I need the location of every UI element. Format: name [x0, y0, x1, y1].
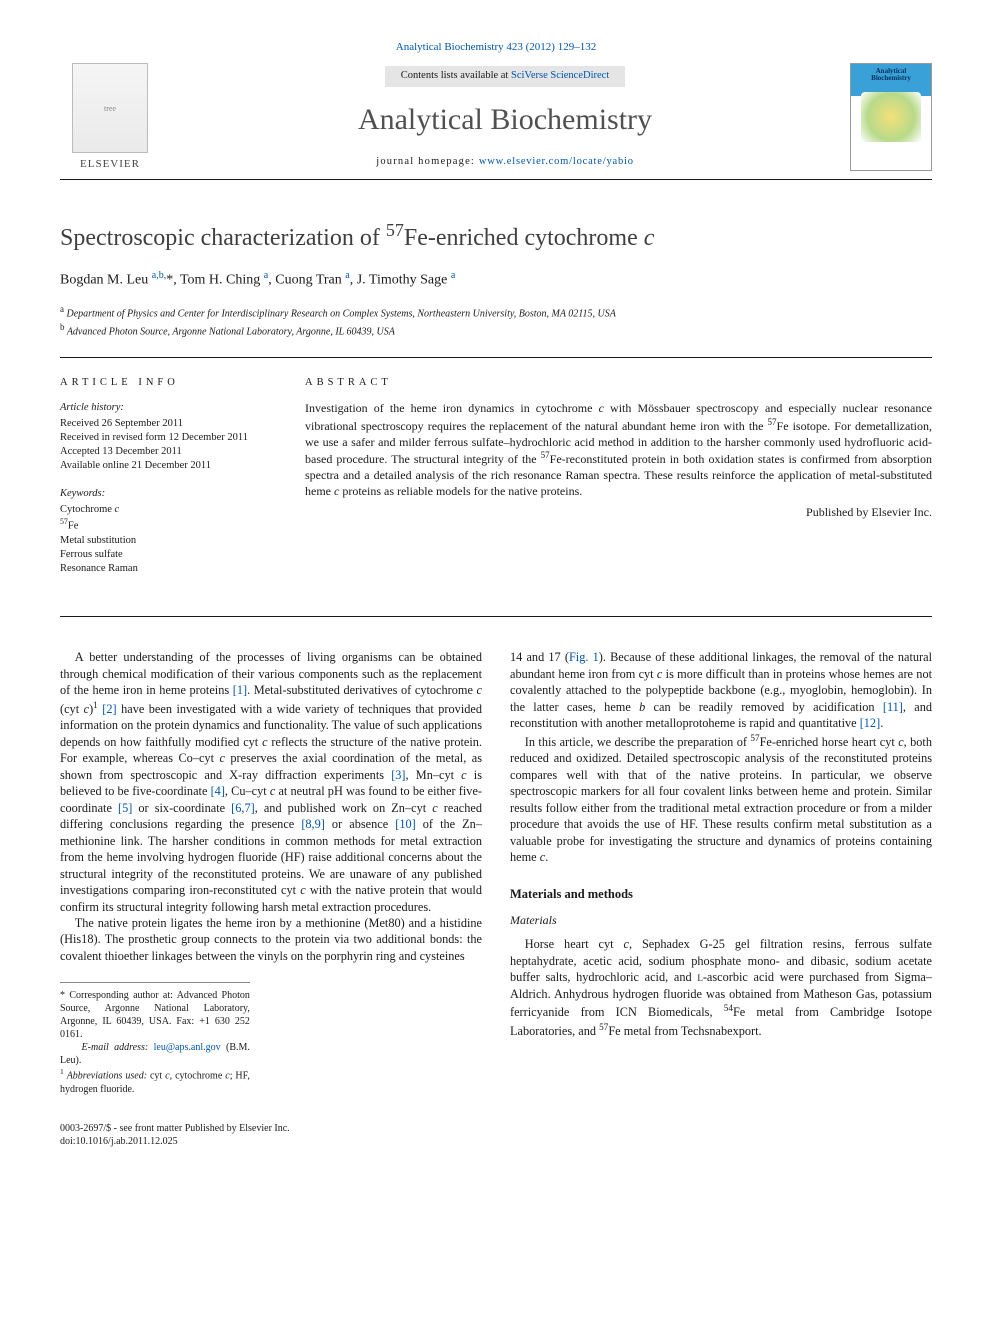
journal-homepage: journal homepage: www.elsevier.com/locat… [160, 155, 850, 170]
email-label: E-mail address: [82, 1042, 149, 1053]
history-accepted: Accepted 13 December 2011 [60, 445, 289, 459]
cover-image-icon [861, 92, 921, 142]
abstract: abstract Investigation of the heme iron … [305, 357, 932, 616]
info-abstract-row: article info Article history: Received 2… [60, 358, 932, 617]
copyright-line: 0003-2697/$ - see front matter Published… [60, 1122, 932, 1135]
email-link[interactable]: leu@aps.anl.gov [154, 1042, 221, 1053]
body-columns: A better understanding of the processes … [60, 649, 932, 1095]
elsevier-tree-icon: tree [72, 63, 148, 153]
published-by: Published by Elsevier Inc. [305, 504, 932, 521]
body-p3: 14 and 17 (Fig. 1). Because of these add… [510, 649, 932, 731]
homepage-label: journal homepage: [376, 156, 479, 167]
article-info: article info Article history: Received 2… [60, 357, 305, 616]
homepage-link[interactable]: www.elsevier.com/locate/yabio [479, 156, 634, 167]
journal-name: Analytical Biochemistry [160, 99, 850, 141]
article-history: Article history: Received 26 September 2… [60, 401, 289, 473]
keywords: Keywords: Cytochrome c 57Fe Metal substi… [60, 487, 289, 576]
materials-subheading: Materials [510, 912, 932, 928]
publisher-block: tree ELSEVIER [60, 63, 160, 172]
article-title: Spectroscopic characterization of 57Fe-e… [60, 218, 932, 256]
keyword-3: Metal substitution [60, 534, 289, 548]
abstract-heading: abstract [305, 376, 932, 391]
author-list: Bogdan M. Leu a,b,*, Tom H. Ching a, Cuo… [60, 269, 932, 290]
contents-bar: Contents lists available at SciVerse Sci… [385, 66, 625, 87]
cover-title: Analytical Biochemistry [855, 68, 927, 82]
footer: 0003-2697/$ - see front matter Published… [60, 1122, 932, 1148]
body-p5: Horse heart cyt c, Sephadex G-25 gel fil… [510, 936, 932, 1039]
corresponding-author: * Corresponding author at: Advanced Phot… [60, 989, 250, 1041]
abstract-text: Investigation of the heme iron dynamics … [305, 401, 932, 500]
keyword-1: Cytochrome c [60, 503, 289, 517]
masthead: tree ELSEVIER Contents lists available a… [60, 63, 932, 179]
affiliations: a Department of Physics and Center for I… [60, 303, 932, 359]
body-p1: A better understanding of the processes … [60, 649, 482, 915]
keywords-label: Keywords: [60, 487, 289, 502]
email-line: E-mail address: leu@aps.anl.gov (B.M. Le… [60, 1041, 250, 1067]
journal-reference-text[interactable]: Analytical Biochemistry 423 (2012) 129–1… [396, 41, 596, 53]
history-online: Available online 21 December 2011 [60, 459, 289, 473]
history-received: Received 26 September 2011 [60, 417, 289, 431]
sciencedirect-link[interactable]: SciVerse ScienceDirect [511, 70, 609, 81]
publisher-name: ELSEVIER [80, 157, 140, 172]
masthead-center: Contents lists available at SciVerse Sci… [160, 63, 850, 169]
journal-reference: Analytical Biochemistry 423 (2012) 129–1… [60, 40, 932, 55]
keyword-4: Ferrous sulfate [60, 548, 289, 562]
keyword-2: 57Fe [60, 517, 289, 534]
journal-cover-thumb: Analytical Biochemistry [850, 63, 932, 171]
body-p4: In this article, we describe the prepara… [510, 732, 932, 866]
affiliation-b: b Advanced Photon Source, Argonne Nation… [60, 321, 932, 339]
materials-methods-heading: Materials and methods [510, 886, 932, 903]
keyword-5: Resonance Raman [60, 562, 289, 576]
abbreviations: 1 Abbreviations used: cyt c, cytochrome … [60, 1067, 250, 1095]
history-revised: Received in revised form 12 December 201… [60, 431, 289, 445]
contents-prefix: Contents lists available at [401, 70, 511, 81]
affiliation-a: a Department of Physics and Center for I… [60, 303, 932, 321]
footnotes: * Corresponding author at: Advanced Phot… [60, 982, 250, 1095]
body-p2: The native protein ligates the heme iron… [60, 915, 482, 964]
article-info-heading: article info [60, 376, 289, 391]
doi-line: doi:10.1016/j.ab.2011.12.025 [60, 1135, 932, 1148]
history-label: Article history: [60, 401, 289, 416]
